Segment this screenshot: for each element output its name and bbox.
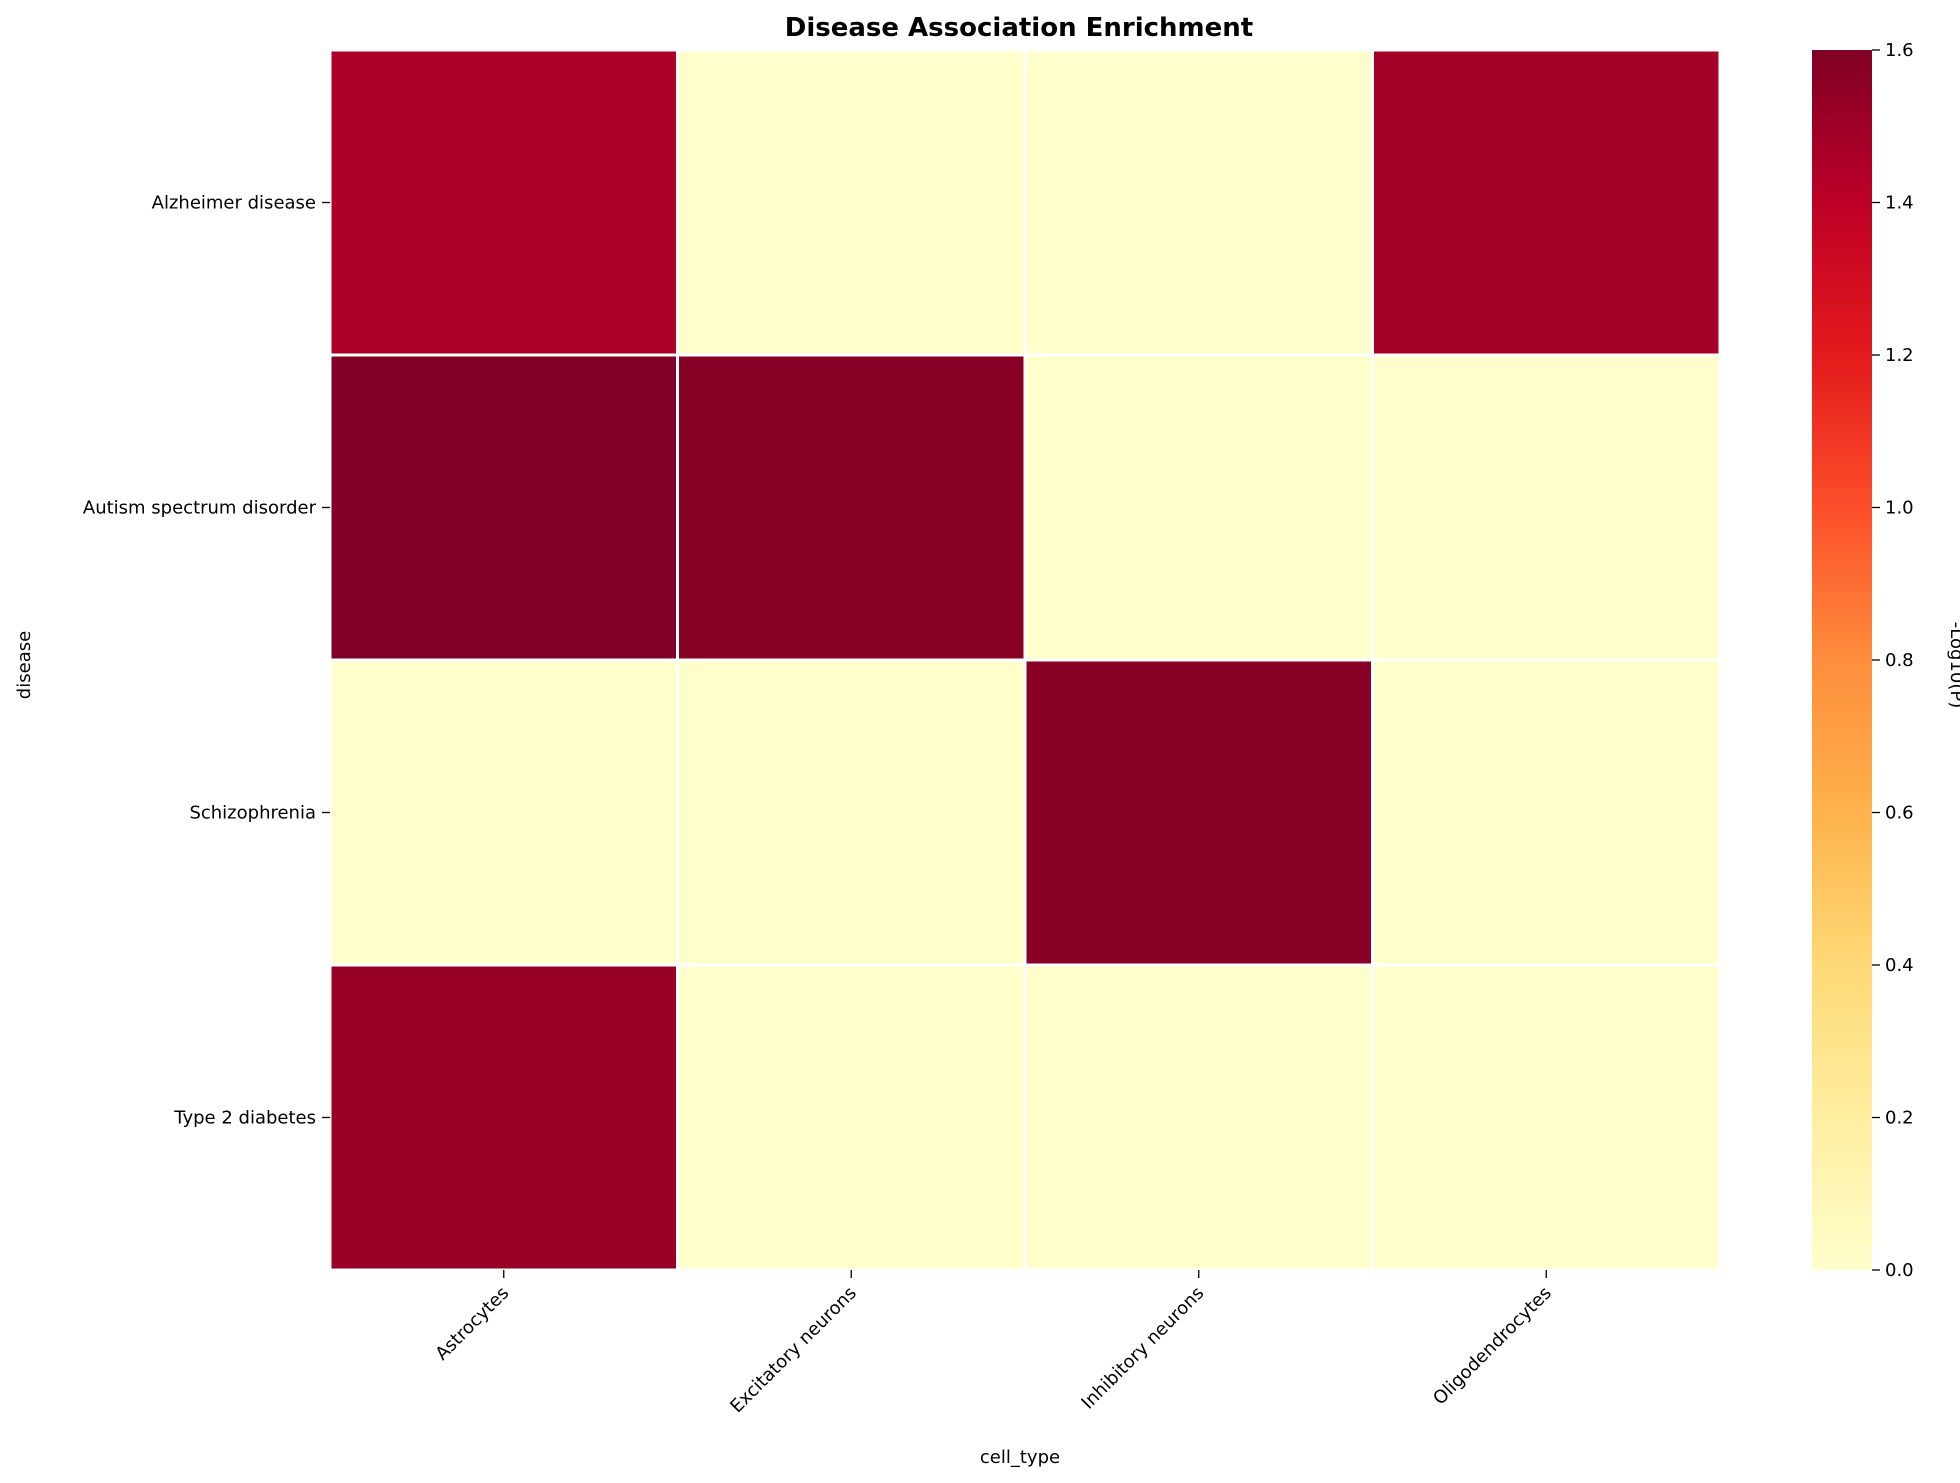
y-axis-label: disease xyxy=(14,631,35,699)
colorbar-tick-label: 0.2 xyxy=(1885,1108,1914,1129)
colorbar-tick-label: 0.4 xyxy=(1885,955,1914,976)
colorbar-tick-label: 1.4 xyxy=(1885,193,1914,214)
chart-title: Disease Association Enrichment xyxy=(785,13,1253,43)
colorbar-tick-label: 0.6 xyxy=(1885,803,1914,824)
heatmap-cell xyxy=(328,48,679,357)
colorbar-tick-label: 1.0 xyxy=(1885,498,1914,519)
heatmap-cell xyxy=(1371,48,1722,357)
y-axis-ticks: Alzheimer disease Autism spectrum disorde… xyxy=(83,193,330,1129)
colorbar-tick-label: 0.0 xyxy=(1885,1260,1914,1281)
colorbar-gradient xyxy=(1812,50,1872,1270)
heatmap-cell xyxy=(1023,963,1374,1272)
heatmap-cell xyxy=(1371,353,1722,662)
x-tick-label: Astrocytes xyxy=(431,1283,513,1365)
colorbar-label: -Log10(P) xyxy=(1946,622,1960,708)
colorbar-tick-label: 1.2 xyxy=(1885,345,1914,366)
colorbar-tick-label: 0.8 xyxy=(1885,650,1914,671)
heatmap-cell xyxy=(676,353,1027,662)
y-tick-label: Type 2 diabetes xyxy=(173,1108,316,1129)
heatmap-cell xyxy=(1371,658,1722,967)
colorbar: 0.0 0.2 0.4 0.6 0.8 1.0 1.2 1.4 1.6 xyxy=(1812,40,1914,1281)
heatmap-cells xyxy=(328,48,1722,1272)
x-tick-label: Excitatory neurons xyxy=(726,1283,861,1418)
heatmap-cell xyxy=(1371,963,1722,1272)
x-axis-ticks: Astrocytes Excitatory neurons Inhibitory n… xyxy=(431,1270,1556,1418)
heatmap-cell xyxy=(1023,48,1374,357)
y-tick-label: Schizophrenia xyxy=(189,803,316,824)
heatmap-cell xyxy=(1023,353,1374,662)
y-tick-label: Alzheimer disease xyxy=(152,193,316,214)
heatmap-cell xyxy=(676,658,1027,967)
x-tick-label: Oligodendrocytes xyxy=(1429,1283,1556,1410)
heatmap-cell xyxy=(328,963,679,1272)
heatmap-cell xyxy=(676,963,1027,1272)
heatmap-cell xyxy=(328,353,679,662)
x-axis-label: cell_type xyxy=(980,1447,1060,1468)
heatmap-cell xyxy=(676,48,1027,357)
heatmap-cell xyxy=(1023,658,1374,967)
colorbar-tick-label: 1.6 xyxy=(1885,40,1914,61)
y-tick-label: Autism spectrum disorder xyxy=(83,498,317,519)
heatmap-cell xyxy=(328,658,679,967)
x-tick-label: Inhibitory neurons xyxy=(1077,1283,1208,1414)
